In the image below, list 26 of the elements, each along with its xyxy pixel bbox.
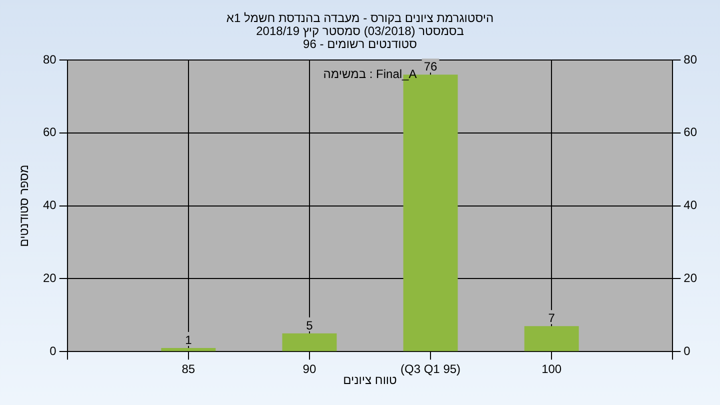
data-label: 1 bbox=[185, 332, 192, 347]
y2-tick-label: 80 bbox=[684, 52, 698, 66]
chart-subtitle: בסמסטר (03/2018) סמסטר קיץ 2018/19 סטודנטים רשומים - 96 bbox=[256, 24, 464, 51]
bar bbox=[161, 348, 216, 352]
y-tick-label: 20 bbox=[42, 271, 57, 286]
data-label: 7 bbox=[548, 311, 556, 326]
x-tick-label: 90 bbox=[302, 362, 316, 376]
y-tick-label: 0 bbox=[50, 344, 57, 358]
y2-tick-label: 20 bbox=[684, 271, 698, 286]
chart-title: היסטוגרמת ציונים בקורס - מעבדה בהנדסת חשמל 1א bbox=[226, 11, 494, 25]
data-label: 76 bbox=[424, 60, 438, 74]
x-tick-label: (Q3 Q1 95) bbox=[400, 362, 461, 376]
y2-tick-label: 0 bbox=[684, 344, 691, 358]
bar bbox=[282, 333, 337, 352]
y-tick-label: 40 bbox=[42, 198, 57, 212]
x-tick-label: 100 bbox=[542, 362, 562, 376]
bar bbox=[524, 326, 579, 352]
x-tick-label: 85 bbox=[182, 362, 196, 376]
y-tick-label: 80 bbox=[42, 52, 57, 66]
annotation: במשימה : Final_A bbox=[323, 67, 417, 81]
y-tick-label: 60 bbox=[42, 125, 57, 140]
y2-tick-label: 40 bbox=[684, 198, 698, 212]
y2-tick-label: 60 bbox=[684, 125, 698, 140]
data-label: 5 bbox=[306, 318, 314, 332]
y-axis-title: מספר סטודנטים bbox=[17, 164, 31, 247]
x-axis-title: טווח ציונים bbox=[343, 373, 398, 387]
